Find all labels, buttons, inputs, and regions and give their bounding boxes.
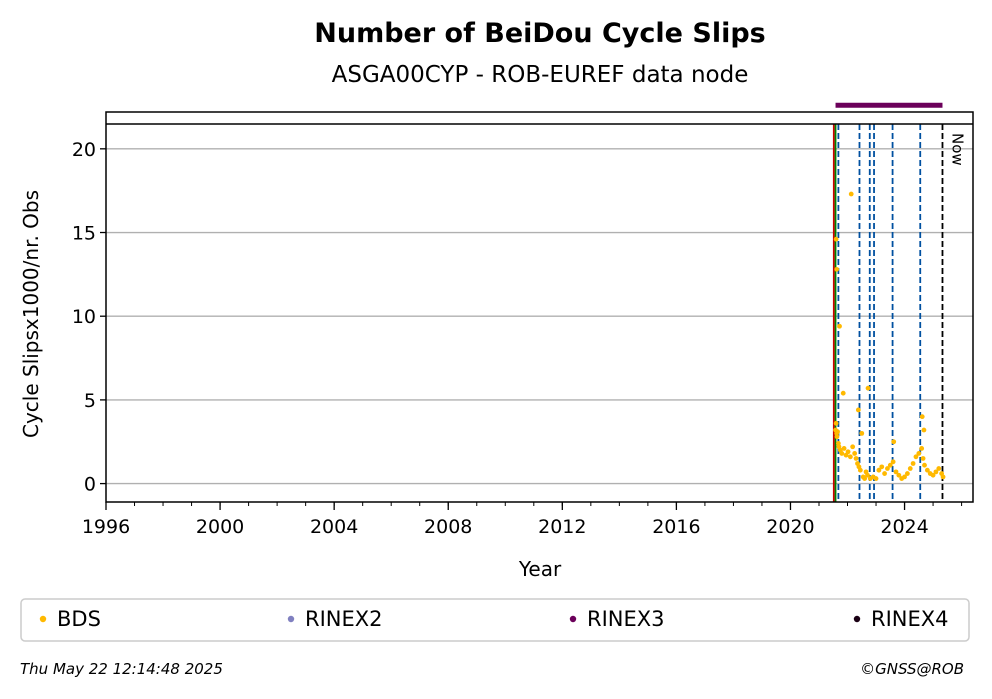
timestamp: Thu May 22 12:14:48 2025: [20, 660, 223, 678]
y-tick-label: 15: [72, 223, 96, 245]
x-tick-label: 2012: [538, 516, 586, 538]
data-point: [862, 476, 868, 481]
axes-frame: [105, 111, 974, 503]
data-point: [841, 446, 847, 451]
data-point: [924, 467, 930, 473]
data-point: [839, 451, 845, 456]
data-point: [837, 323, 842, 329]
data-point: [896, 472, 902, 478]
data-point: [865, 472, 870, 478]
legend: BDS RINEX2 RINEX3 RINEX4: [20, 598, 970, 642]
data-point: [859, 430, 865, 436]
data-point: [887, 462, 893, 468]
data-point: [940, 474, 946, 480]
y-axis-label: Cycle Slipsx1000/nr. Obs: [19, 190, 43, 438]
legend-label: BDS: [57, 607, 101, 631]
now-annotation: Now: [948, 133, 966, 166]
data-point: [922, 462, 927, 468]
data-point: [847, 454, 853, 460]
data-point: [835, 429, 840, 435]
x-tick-label: 2000: [196, 516, 244, 538]
data-point: [850, 444, 856, 450]
legend-box: [20, 598, 970, 642]
data-point: [855, 407, 861, 413]
x-tick-label: 2016: [652, 516, 700, 538]
data-point: [916, 451, 922, 456]
x-tick-label: 1996: [82, 516, 130, 538]
x-tick-label: 2020: [766, 516, 814, 538]
x-tick-label: 2008: [424, 516, 472, 538]
data-point: [921, 427, 927, 433]
data-point: [873, 476, 879, 481]
legend-marker: [287, 615, 295, 623]
data-point: [919, 446, 925, 451]
x-axis-label: Year: [518, 557, 562, 581]
data-point: [933, 469, 939, 475]
data-point: [907, 466, 913, 471]
data-point: [848, 191, 854, 197]
data-point: [891, 439, 897, 445]
legend-marker: [853, 615, 861, 623]
data-point: [853, 456, 859, 461]
x-tick-label: 2004: [310, 516, 358, 538]
data-point: [833, 236, 839, 242]
chart-title: Number of BeiDou Cycle Slips: [314, 18, 765, 49]
data-point: [833, 420, 839, 426]
data-point: [930, 472, 936, 478]
data-point: [865, 385, 871, 391]
data-point: [913, 454, 919, 460]
chart-subtitle: ASGA00CYP - ROB-EUREF data node: [332, 62, 749, 88]
data-point: [910, 461, 916, 466]
data-point: [840, 390, 846, 396]
data-point: [920, 456, 926, 461]
data-point: [857, 467, 863, 473]
x-tick-label: 2024: [880, 516, 928, 538]
data-point: [893, 469, 899, 475]
data-point: [882, 471, 887, 476]
legend-label: RINEX2: [305, 607, 383, 631]
data-point: [936, 466, 942, 471]
legend-label: RINEX4: [871, 607, 949, 631]
data-point: [890, 459, 896, 465]
legend-label: RINEX3: [587, 607, 665, 631]
data-point: [845, 449, 851, 455]
y-tick-label: 10: [72, 306, 96, 328]
data-point: [876, 467, 882, 473]
y-tick-label: 5: [84, 390, 96, 412]
data-point: [834, 434, 840, 440]
credit: ©GNSS@ROB: [860, 660, 964, 678]
data-point: [905, 471, 910, 476]
data-point: [885, 466, 890, 471]
y-tick-label: 0: [84, 474, 96, 496]
data-point: [834, 266, 840, 272]
data-point: [902, 474, 907, 480]
y-tick-label: 20: [72, 139, 96, 161]
plot-area: 0 5 10 15 20 1996 2000 2004 2008 2012 2016 2020 2024…: [72, 102, 974, 538]
data-point: [879, 464, 885, 470]
legend-marker: [39, 615, 47, 623]
data-point: [919, 414, 925, 420]
legend-marker: [569, 615, 577, 623]
data-point: [852, 451, 858, 456]
